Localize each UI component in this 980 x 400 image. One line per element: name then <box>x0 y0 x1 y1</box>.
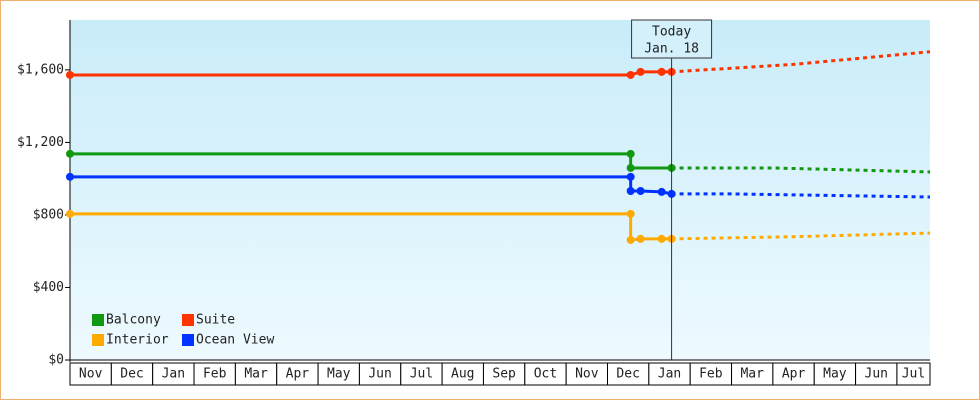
x-tick-label: Mar <box>740 367 764 382</box>
x-tick-label: Nov <box>575 367 599 382</box>
point <box>657 187 666 196</box>
y-tick-label: $400 <box>33 280 64 295</box>
today-box <box>631 19 713 59</box>
today-label: Jan. 18 <box>644 42 699 57</box>
point <box>626 209 635 218</box>
x-tick-label: Feb <box>203 367 227 382</box>
point <box>636 67 645 76</box>
series-line <box>70 152 672 170</box>
legend-label: Ocean View <box>196 333 274 348</box>
legend-swatch <box>182 314 194 326</box>
point <box>66 149 74 158</box>
y-tick-label: $0 <box>48 353 64 368</box>
point <box>636 234 645 243</box>
x-tick-label: Nov <box>79 367 103 382</box>
x-tick-label: Apr <box>286 367 310 382</box>
forecast-line <box>671 50 931 74</box>
legend-swatch <box>92 334 104 346</box>
forecast-line <box>671 166 931 174</box>
x-tick-label: Aug <box>451 367 474 382</box>
x-tick-label: Dec <box>616 367 639 382</box>
plot-area <box>70 20 930 360</box>
x-tick-label: Jan <box>658 367 681 382</box>
x-tick-label: Jan <box>162 367 185 382</box>
legend-label: Balcony <box>106 313 161 328</box>
legend-label: Suite <box>196 313 235 328</box>
forecast-line <box>671 192 931 199</box>
x-tick-label: May <box>327 367 351 382</box>
x-tick-label: Feb <box>699 367 723 382</box>
x-tick-label: Jun <box>368 367 391 382</box>
point <box>626 149 635 158</box>
forecast-line <box>671 231 931 241</box>
point <box>626 172 635 181</box>
point <box>626 163 635 172</box>
x-tick-label: May <box>823 367 847 382</box>
point <box>66 209 74 218</box>
point <box>657 234 666 243</box>
point <box>626 70 635 79</box>
today-label: Today <box>652 25 691 40</box>
point <box>636 186 645 195</box>
x-tick-label: Dec <box>120 367 143 382</box>
point <box>66 70 74 79</box>
x-tick-label: Jun <box>865 367 888 382</box>
x-tick-label: Jul <box>902 367 925 382</box>
y-tick-label: $1,200 <box>17 135 64 150</box>
point <box>626 186 635 195</box>
x-tick-label: Mar <box>244 367 268 382</box>
x-tick-label: Sep <box>492 367 516 382</box>
legend-label: Interior <box>106 333 169 348</box>
x-tick-box <box>896 362 931 386</box>
x-tick-label: Apr <box>782 367 806 382</box>
y-tick-label: $1,600 <box>17 62 64 77</box>
point <box>657 67 666 76</box>
legend-swatch <box>182 334 194 346</box>
y-tick-label: $800 <box>33 207 64 222</box>
x-tick-label: Jul <box>410 367 433 382</box>
x-tick-label: Oct <box>534 367 557 382</box>
point <box>626 235 635 244</box>
legend-swatch <box>92 314 104 326</box>
point <box>66 172 74 181</box>
